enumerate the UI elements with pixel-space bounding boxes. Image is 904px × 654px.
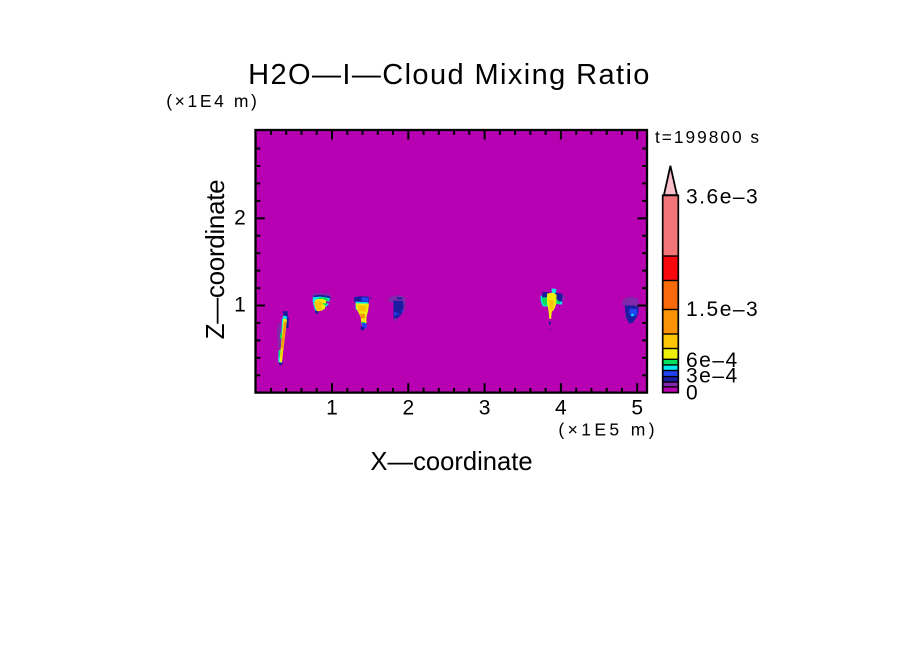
svg-text:2: 2 (402, 396, 414, 419)
svg-text:3.6e–3: 3.6e–3 (686, 186, 759, 209)
svg-text:1: 1 (326, 396, 338, 419)
svg-text:t=199800 s: t=199800 s (655, 127, 761, 147)
svg-text:X—coordinate: X—coordinate (370, 448, 532, 476)
svg-text:Z—coordinate: Z—coordinate (200, 180, 230, 340)
svg-text:(×1E4 m): (×1E4 m) (166, 91, 259, 111)
svg-text:6e–4: 6e–4 (686, 349, 739, 372)
svg-text:(×1E5 m): (×1E5 m) (558, 420, 658, 440)
svg-text:1: 1 (234, 294, 246, 317)
svg-text:1.5e–3: 1.5e–3 (686, 298, 759, 321)
svg-text:3: 3 (479, 396, 491, 419)
svg-text:4: 4 (555, 396, 567, 419)
svg-text:H2O—I—Cloud Mixing Ratio: H2O—I—Cloud Mixing Ratio (248, 59, 651, 91)
svg-text:5: 5 (631, 396, 643, 419)
svg-text:3e–4: 3e–4 (686, 365, 739, 388)
svg-text:0: 0 (686, 381, 698, 404)
svg-text:2: 2 (234, 206, 246, 229)
